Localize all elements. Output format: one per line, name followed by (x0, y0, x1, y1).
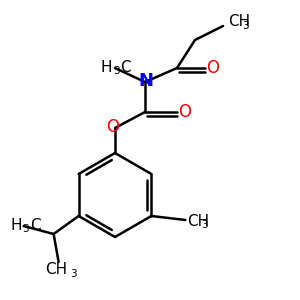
Text: O: O (106, 118, 119, 136)
Text: CH: CH (46, 262, 68, 278)
Text: C: C (120, 59, 130, 74)
Text: CH: CH (228, 14, 250, 29)
Text: O: O (178, 103, 191, 121)
Text: O: O (206, 59, 220, 77)
Text: 3: 3 (22, 224, 29, 234)
Text: H: H (100, 59, 112, 74)
Text: C: C (30, 218, 40, 232)
Text: 3: 3 (70, 269, 77, 279)
Text: N: N (139, 72, 154, 90)
Text: 3: 3 (201, 220, 208, 230)
Text: 3: 3 (113, 66, 120, 76)
Text: 3: 3 (242, 21, 249, 31)
Text: CH: CH (188, 214, 209, 229)
Text: H: H (10, 218, 22, 232)
